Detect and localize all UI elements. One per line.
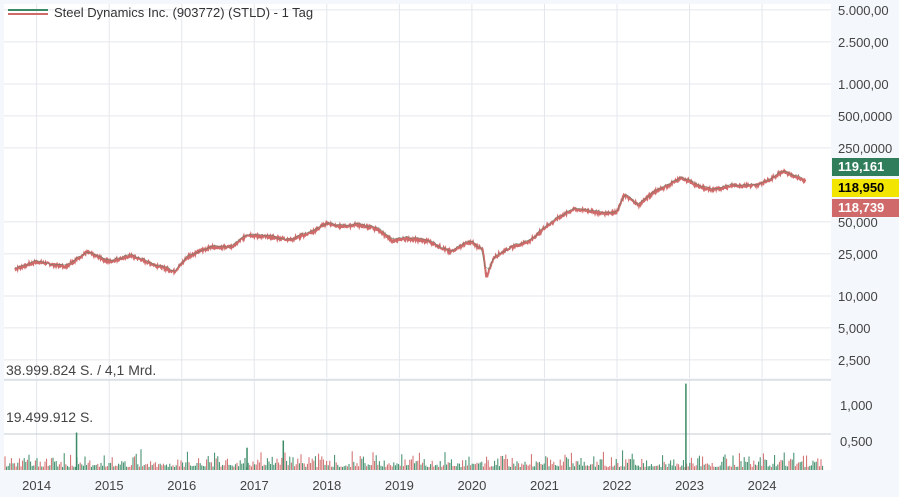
volume-half-label: 19.499.912 S. [6, 409, 93, 425]
price-tick-label: 2,500 [838, 353, 871, 368]
volume-tick-label: 1,000 [840, 398, 873, 413]
x-tick-label: 2024 [748, 478, 777, 493]
price-tick-label: 5,000 [838, 321, 871, 336]
x-tick-label: 2015 [95, 478, 124, 493]
legend-swatch [8, 9, 48, 16]
price-tag-high: 119,161 [832, 158, 899, 176]
price-tick-label: 500,0000 [838, 109, 892, 124]
price-tick-label: 1.000,00 [838, 77, 889, 92]
price-tick-label: 10,000 [838, 289, 878, 304]
price-tag-low: 118,739 [832, 199, 899, 217]
price-tick-label: 5.000,00 [838, 3, 889, 18]
price-tick-label: 2.500,00 [838, 35, 889, 50]
x-tick-label: 2020 [457, 478, 486, 493]
x-tick-label: 2021 [530, 478, 559, 493]
price-tick-label: 50,000 [838, 215, 878, 230]
legend-swatch-up [8, 9, 48, 11]
x-tick-label: 2023 [675, 478, 704, 493]
x-tick-label: 2022 [603, 478, 632, 493]
volume-tick-label: 0,500 [840, 434, 873, 449]
x-tick-label: 2016 [167, 478, 196, 493]
x-tick-label: 2018 [312, 478, 341, 493]
price-line-up [14, 170, 803, 272]
price-line-down [14, 168, 807, 278]
x-tick-label: 2014 [22, 478, 51, 493]
volume-max-label: 38.999.824 S. / 4,1 Mrd. [6, 362, 156, 378]
chart-legend[interactable]: Steel Dynamics Inc. (903772) (STLD) - 1 … [8, 5, 313, 20]
x-tick-label: 2017 [240, 478, 269, 493]
x-tick-label: 2019 [385, 478, 414, 493]
price-panel [4, 4, 831, 378]
price-tick-label: 250,0000 [838, 141, 892, 156]
price-tick-label: 25,000 [838, 247, 878, 262]
legend-swatch-down [8, 13, 48, 15]
volume-panel [4, 380, 831, 470]
price-tag-last: 118,950 [832, 179, 899, 197]
legend-label: Steel Dynamics Inc. (903772) (STLD) - 1 … [54, 5, 314, 20]
